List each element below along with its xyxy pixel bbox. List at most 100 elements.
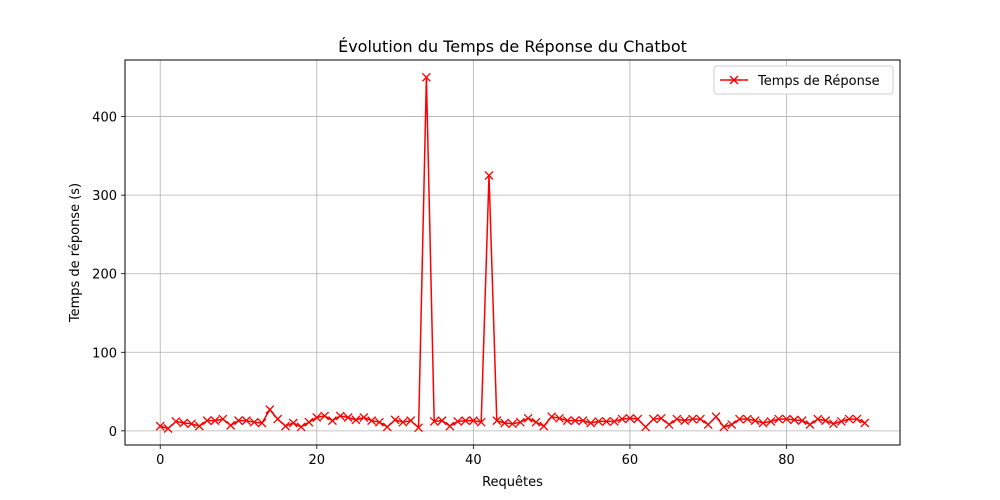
x-tick-label: 40 (465, 453, 482, 468)
data-point (374, 417, 384, 427)
data-point (727, 420, 737, 430)
data-point (288, 418, 298, 428)
legend: Temps de Réponse (713, 65, 894, 95)
data-point (390, 415, 400, 425)
y-tick-label: 400 (92, 111, 117, 126)
legend-box (713, 65, 894, 95)
data-point (821, 416, 831, 426)
legend-marker (729, 75, 739, 85)
data-point (414, 423, 424, 433)
data-point (664, 420, 674, 430)
data-point (194, 421, 204, 431)
data-point (562, 416, 572, 426)
data-point (273, 414, 283, 424)
data-point (492, 416, 502, 426)
data-point (672, 414, 682, 424)
data-point (437, 416, 447, 426)
data-point (312, 413, 322, 422)
data-point (508, 419, 517, 429)
data-point (202, 416, 212, 426)
data-point (281, 421, 290, 431)
data-point (484, 171, 494, 180)
data-point (570, 416, 580, 426)
data-point (500, 418, 510, 428)
data-point (265, 405, 275, 415)
data-point (852, 414, 862, 424)
data-point (367, 416, 377, 426)
data-point (860, 418, 870, 428)
data-point (586, 418, 596, 428)
x-tick-label: 20 (309, 453, 326, 468)
data-point (547, 412, 557, 422)
y-tick-label: 200 (92, 268, 117, 283)
data-point (782, 414, 791, 424)
data-point (539, 421, 549, 431)
grid (125, 60, 900, 445)
data-point (523, 413, 533, 423)
data-point (304, 417, 314, 427)
data-point (695, 414, 705, 424)
data-point (836, 416, 846, 426)
data-point (445, 421, 455, 431)
data-point (609, 416, 619, 426)
data-point (656, 413, 666, 423)
data-point (296, 422, 306, 432)
data-point (617, 414, 627, 424)
data-point (829, 419, 838, 429)
data-point (805, 420, 815, 430)
chart-title: Évolution du Temps de Réponse du Chatbot (338, 37, 687, 56)
data-point (241, 416, 251, 426)
legend-label: Temps de Réponse (757, 74, 880, 89)
data-point (343, 413, 353, 422)
data-point (641, 422, 651, 432)
data-point (257, 418, 267, 428)
data-point (171, 416, 181, 426)
x-tick-label: 0 (156, 453, 164, 468)
data-point (406, 416, 416, 426)
data-point (578, 416, 588, 426)
data-point (163, 424, 173, 433)
data-point (335, 411, 345, 421)
data-point (320, 411, 330, 421)
data-point (461, 416, 470, 426)
data-point (210, 416, 220, 426)
x-axis-label: Requêtes (482, 475, 543, 490)
data-point (735, 414, 744, 424)
y-axis-label: Temps de réponse (s) (68, 183, 83, 323)
ticks: 0 20 40 60 80 0 100 200 300 400 (92, 111, 795, 468)
data-point (351, 415, 361, 425)
data-point (789, 415, 799, 425)
x-tick-label: 80 (778, 453, 795, 468)
data-point (742, 414, 752, 424)
y-tick-label: 100 (92, 346, 117, 361)
data-point (688, 414, 698, 424)
data-point (398, 417, 408, 427)
data-point (327, 416, 337, 426)
data-point (429, 416, 439, 426)
x-tick-label: 60 (622, 453, 639, 468)
data-point (187, 419, 196, 429)
data-point (555, 413, 564, 423)
data-point (648, 414, 658, 424)
data-point (226, 420, 236, 430)
data-point (813, 414, 823, 424)
data-point (844, 414, 854, 424)
data-point (758, 418, 768, 428)
y-tick-label: 300 (92, 189, 117, 204)
data-point (531, 417, 541, 427)
data-point (179, 418, 189, 428)
data-point (468, 416, 478, 426)
data-point (711, 412, 721, 422)
data-point (680, 416, 690, 426)
data-point (719, 422, 729, 432)
data-point (476, 417, 486, 427)
data-point (249, 417, 259, 427)
data-point (234, 416, 243, 426)
series-group (155, 72, 870, 433)
data-point (774, 414, 784, 424)
data-point (703, 420, 713, 430)
data-point (625, 413, 635, 423)
y-tick-label: 0 (109, 425, 117, 440)
data-point (453, 416, 463, 426)
